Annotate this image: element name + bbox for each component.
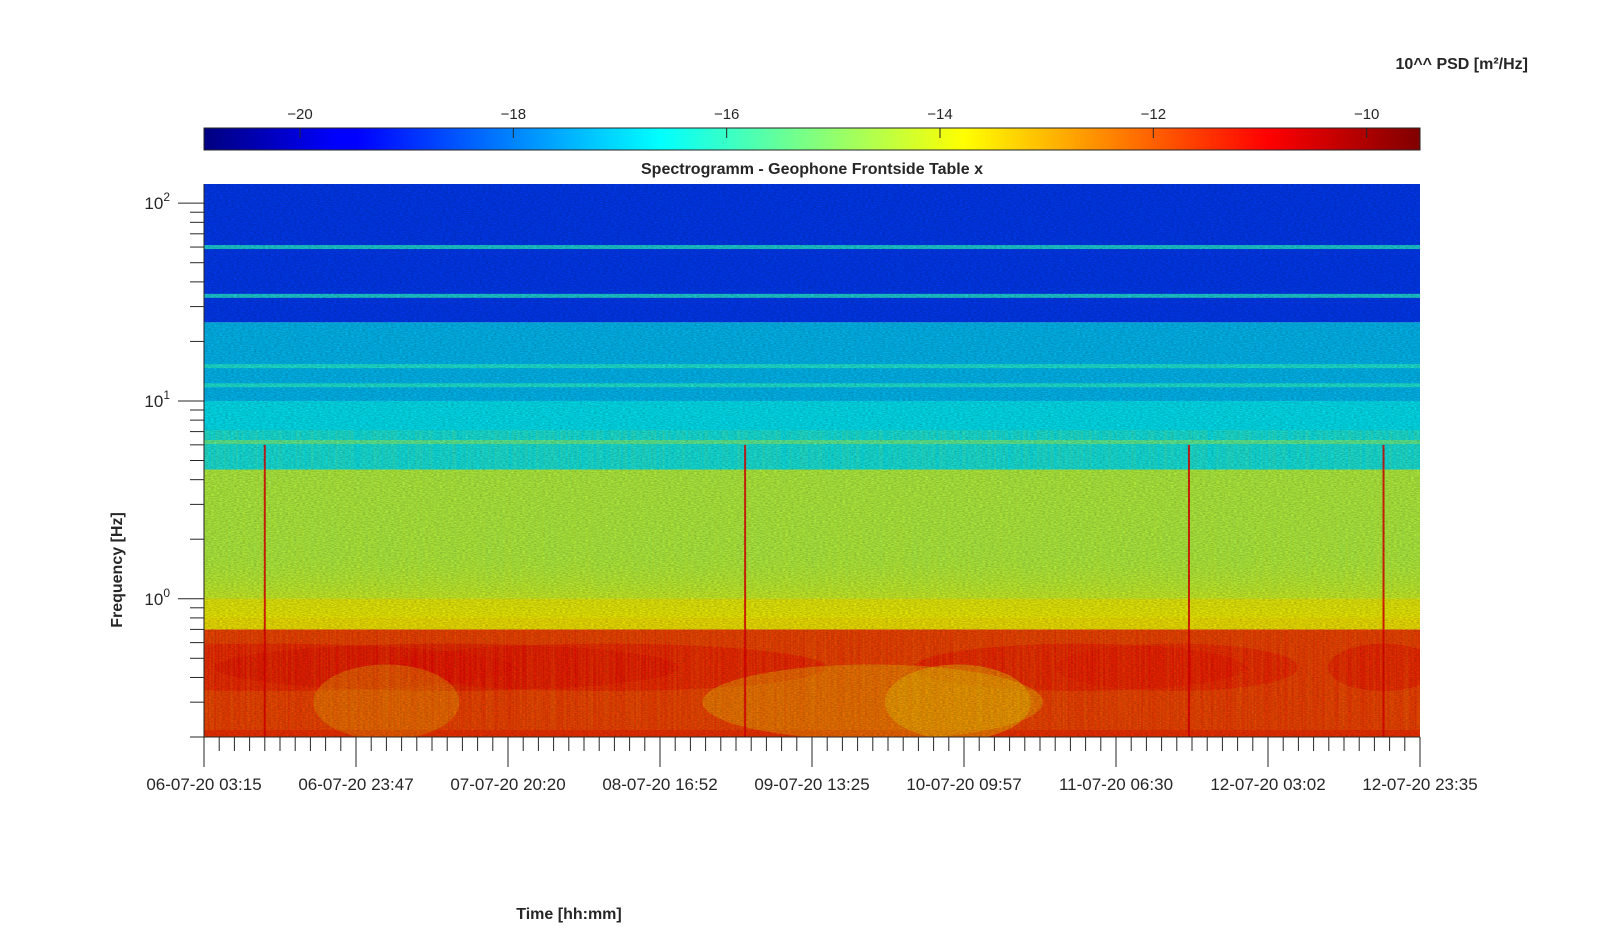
- noise-texture: [204, 184, 1420, 737]
- colorbar-ticks: −20 −18 −16 −14 −12 −10: [287, 106, 1379, 138]
- y-tick-label: 100: [144, 586, 170, 609]
- x-axis-label: Time [hh:mm]: [516, 906, 621, 923]
- x-tick-label: 11-07-20 06:30: [1059, 775, 1173, 794]
- x-tick-label: 06-07-20 03:15: [146, 775, 261, 794]
- x-tick-label: 08-07-20 16:52: [602, 775, 717, 794]
- x-tick-label: 09-07-20 13:25: [754, 775, 869, 794]
- y-tick-label: 102: [144, 190, 170, 213]
- colorbar-tick-label: −16: [714, 106, 739, 123]
- x-tick-label: 07-07-20 20:20: [450, 775, 565, 794]
- x-tick-label: 06-07-20 23:47: [298, 775, 413, 794]
- colorbar-gradient: [203, 127, 1421, 151]
- y-tick-label: 101: [144, 388, 170, 411]
- x-tick-label: 12-07-20 23:35: [1362, 775, 1477, 794]
- colorbar-tick-label: −18: [501, 106, 526, 123]
- y-axis-label: Frequency [Hz]: [109, 512, 126, 628]
- colorbar-tick-label: −14: [927, 106, 952, 123]
- x-tick-label: 12-07-20 03:02: [1210, 775, 1325, 794]
- x-axis: 06-07-20 03:15 06-07-20 23:47 07-07-20 20:…: [146, 736, 1478, 794]
- x-tick-label: 10-07-20 09:57: [906, 775, 1021, 794]
- colorbar-tick-label: −12: [1141, 106, 1166, 123]
- colorbar: 10^^ PSD [m²/Hz] −20 −18 −16 −14 −12 −10: [203, 56, 1528, 151]
- colorbar-tick-label: −20: [287, 106, 312, 123]
- chart-title: Spectrogramm - Geophone Frontside Table …: [641, 161, 983, 178]
- y-axis: 100 101 102: [144, 184, 205, 738]
- colorbar-tick-label: −10: [1354, 106, 1379, 123]
- spectrogram-plot: [204, 184, 1420, 737]
- colorbar-label: 10^^ PSD [m²/Hz]: [1396, 56, 1528, 73]
